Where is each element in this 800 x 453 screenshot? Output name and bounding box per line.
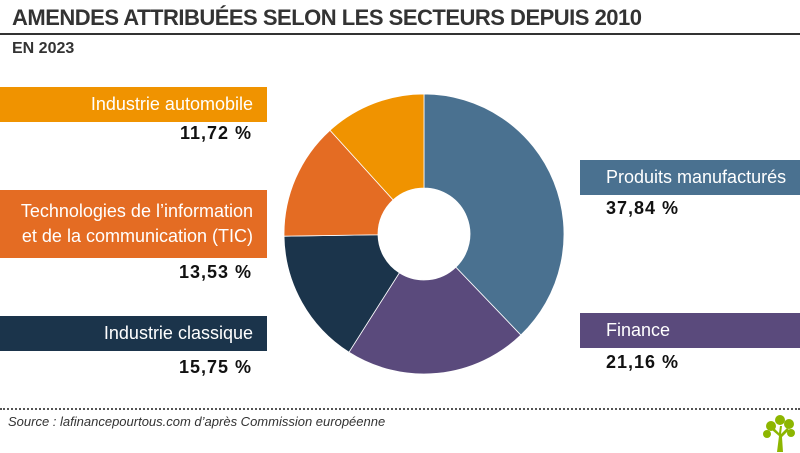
- label-finance: Finance: [606, 320, 671, 340]
- tree-icon: [763, 415, 795, 452]
- donut-slice-4: [329, 93, 425, 201]
- donut-slice-1: [348, 266, 522, 375]
- label-produits-manufactures: Produits manufacturés: [606, 167, 787, 187]
- chart-title: AMENDES ATTRIBUÉES SELON LES SECTEURS DE…: [12, 5, 642, 30]
- label-industrie-classique: Industrie classique: [103, 323, 253, 343]
- label-tic-line2: et de la communication (TIC): [21, 226, 253, 246]
- label-box-industrie-classique: Industrie classique: [0, 316, 267, 351]
- label-box-tic: Technologies de l’information et de la c…: [0, 190, 267, 258]
- footer-divider: [0, 408, 800, 410]
- pct-industrie-classique: 15,75 %: [178, 357, 252, 377]
- pct-produits-manufactures: 37,84 %: [606, 198, 680, 218]
- label-box-finance: Finance: [580, 313, 800, 348]
- pct-tic: 13,53 %: [178, 262, 252, 282]
- pct-finance: 21,16 %: [606, 352, 680, 372]
- source-note: Source : lafinancepourtous.com d’après C…: [8, 414, 386, 429]
- donut-slice-2: [283, 234, 400, 353]
- title-divider: [0, 33, 800, 35]
- label-industrie-automobile: Industrie automobile: [90, 94, 253, 114]
- label-tic-line1: Technologies de l’information: [20, 201, 253, 221]
- label-box-produits-manufactures: Produits manufacturés: [580, 160, 800, 195]
- donut-slice-0: [423, 93, 565, 336]
- label-box-industrie-automobile: Industrie automobile: [0, 87, 267, 122]
- chart-subtitle: EN 2023: [12, 40, 75, 57]
- pct-industrie-automobile: 11,72 %: [179, 123, 252, 143]
- donut-slice-3: [283, 129, 394, 237]
